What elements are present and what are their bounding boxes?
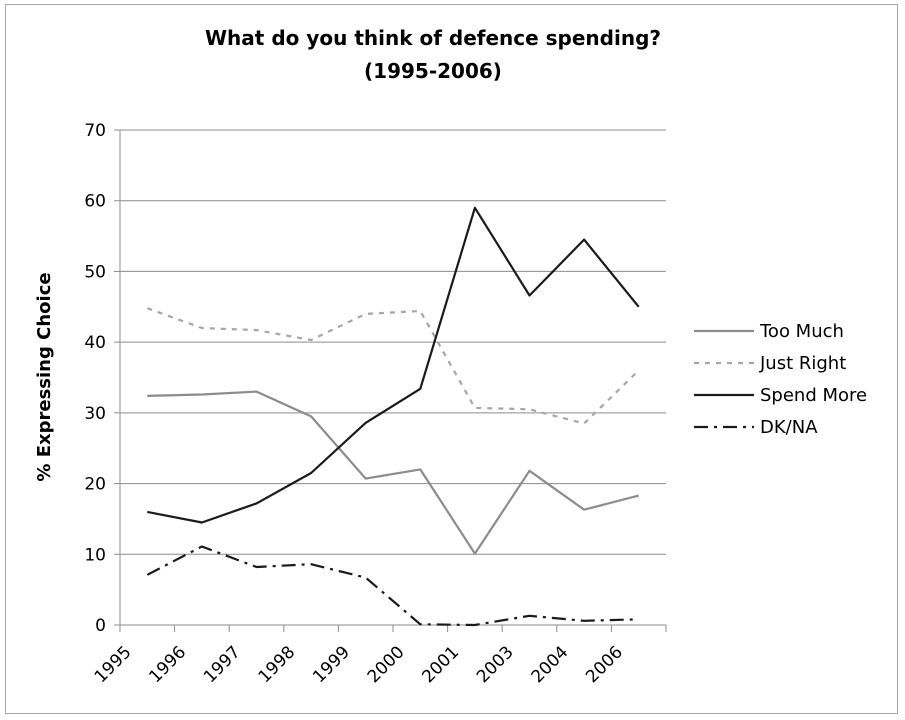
x-tick-label: 1999 (309, 642, 354, 687)
chart-title-line-1: What do you think of defence spending? (205, 26, 661, 50)
x-tick-label: 1998 (255, 642, 300, 687)
legend-label: Spend More (760, 385, 867, 406)
y-tick-label: 70 (84, 121, 106, 141)
y-tick-label: 20 (84, 475, 106, 495)
series-line-spend-more (147, 206, 640, 524)
gridlines (120, 129, 666, 555)
y-axis-label: % Expressing Choice (34, 272, 55, 481)
x-tick-label: 1995 (91, 642, 136, 687)
legend: Too Much Just Right Spend More DK/NA (694, 321, 867, 438)
x-tick-label: 2000 (364, 642, 409, 687)
chart-frame (5, 4, 898, 714)
series-line-just-right (146, 307, 640, 425)
legend-label: Just Right (759, 353, 846, 374)
y-tick-labels: 0 10 20 30 40 50 60 70 (84, 121, 106, 636)
y-tick-label: 0 (95, 616, 106, 636)
chart-title-line-2: (1995-2006) (364, 59, 502, 83)
y-tick-label: 50 (84, 262, 106, 282)
y-tick-label: 40 (84, 333, 106, 353)
y-tick-label: 60 (84, 192, 106, 212)
x-tick-label: 2003 (473, 642, 518, 687)
x-tick-label: 2004 (528, 642, 573, 687)
legend-label: DK/NA (760, 417, 818, 438)
series-lines (146, 206, 640, 627)
x-tick-labels: 1995 1996 1997 1998 1999 2000 2001 2003 2004 2006 (91, 642, 627, 687)
x-tick-label: 1996 (145, 642, 190, 687)
x-tick-label: 2001 (418, 642, 463, 687)
y-tick-label: 30 (84, 404, 106, 424)
x-tick-label: 2006 (582, 642, 627, 687)
y-tick-label: 10 (84, 545, 106, 565)
x-tick-label: 1997 (200, 642, 245, 687)
series-line-dk-na (146, 545, 639, 627)
axes (114, 129, 667, 632)
series-line-too-much (147, 390, 639, 555)
legend-label: Too Much (759, 321, 844, 342)
